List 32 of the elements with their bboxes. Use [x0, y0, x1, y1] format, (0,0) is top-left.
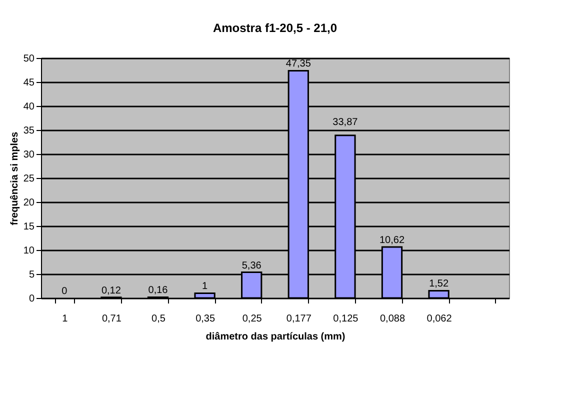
x-tick-label: 0,125: [333, 314, 359, 324]
data-label: 5,36: [242, 260, 262, 272]
x-tick-label: 0,5: [152, 314, 166, 324]
y-tick-label: 50: [23, 54, 35, 64]
y-tick-label: 5: [28, 270, 35, 280]
data-label: 1,52: [429, 278, 449, 290]
data-label: 0,16: [148, 285, 168, 296]
y-tick-label: 20: [23, 198, 35, 208]
x-tick-label: 0,35: [196, 314, 216, 324]
data-label: 10,62: [379, 235, 405, 246]
y-tick-label: 40: [23, 102, 35, 112]
y-tick-label: 0: [28, 294, 35, 304]
x-tick-label: 0,177: [286, 314, 312, 324]
x-tick-label: 0,25: [242, 314, 262, 324]
data-label: 0: [62, 286, 68, 297]
y-axis-title: frequência si mples: [9, 131, 20, 226]
data-label: 33,87: [332, 117, 358, 128]
x-tick-label: 0,062: [426, 314, 452, 324]
y-tick-label: 30: [23, 150, 35, 160]
chart-title: Amostra f1-20,5 - 21,0: [212, 21, 338, 35]
x-axis-title: diâmetro das partículas (mm): [206, 332, 346, 342]
x-tick-label: 1: [62, 314, 68, 324]
y-tick-label: 45: [23, 78, 35, 88]
data-label: 0,12: [101, 285, 122, 296]
y-tick-label: 15: [23, 222, 35, 232]
x-tick-label: 0,088: [380, 314, 406, 324]
y-tick-label: 35: [23, 126, 35, 136]
y-tick-label: 10: [23, 246, 35, 256]
y-tick-label: 25: [23, 174, 35, 184]
data-label: 47,35: [286, 58, 312, 70]
data-label: 1: [202, 281, 208, 292]
x-tick-label: 0,71: [102, 314, 122, 324]
